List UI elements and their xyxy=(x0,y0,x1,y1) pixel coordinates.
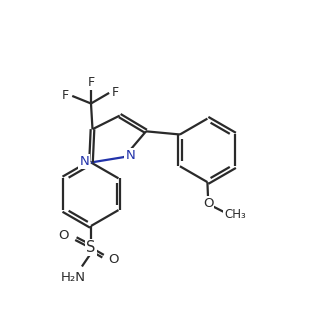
Text: F: F xyxy=(62,90,69,103)
Text: O: O xyxy=(203,197,213,210)
Text: N: N xyxy=(80,155,89,168)
Text: O: O xyxy=(59,228,69,241)
Text: F: F xyxy=(112,87,119,100)
Text: H₂N: H₂N xyxy=(60,271,85,284)
Text: O: O xyxy=(108,253,119,266)
Text: CH₃: CH₃ xyxy=(224,208,246,221)
Text: S: S xyxy=(86,240,96,255)
Text: F: F xyxy=(87,76,95,90)
Text: N: N xyxy=(125,149,135,162)
